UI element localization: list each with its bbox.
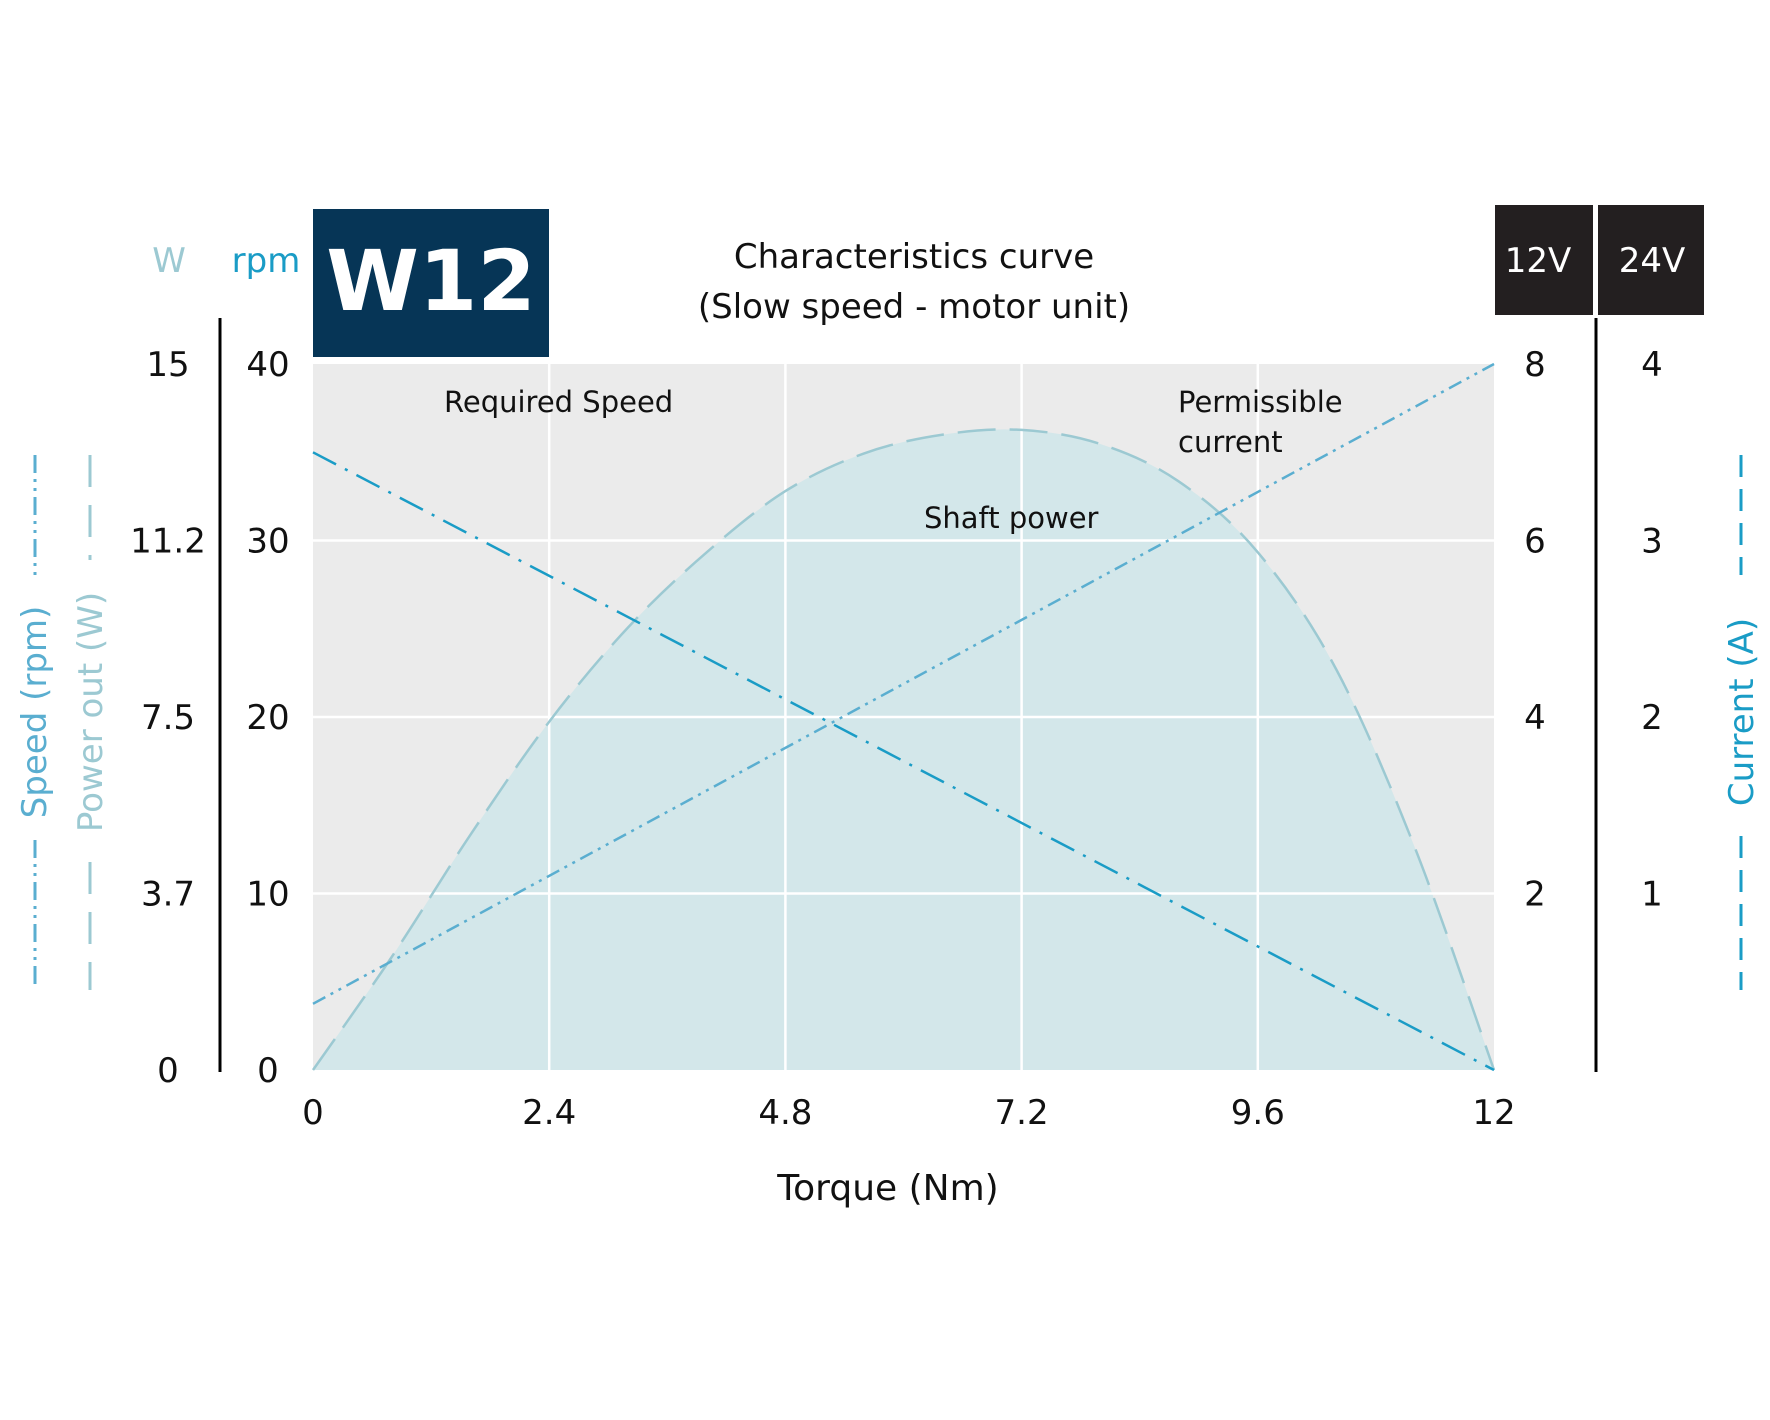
power-unit-label: W	[152, 241, 186, 281]
shaft-power-annotation: Shaft power	[924, 501, 1099, 535]
power-tick-label: 3.7	[141, 875, 195, 915]
chart-title-line1: Characteristics curve	[734, 237, 1094, 277]
voltage-24v-label: 24V	[1619, 241, 1686, 281]
power-tick-label: 0	[157, 1051, 179, 1091]
torque-tick-label: 4.8	[758, 1093, 812, 1133]
torque-tick-label: 9.6	[1231, 1093, 1285, 1133]
current-axis-title: Current (A)	[1722, 618, 1762, 806]
power-axis-title-group: Power out (W)	[71, 455, 111, 990]
speed-tick-label: 20	[246, 698, 289, 738]
voltage-12v-label: 12V	[1505, 241, 1572, 281]
current-24v-tick-label: 1	[1641, 875, 1663, 915]
current-24v-tick-label: 3	[1641, 522, 1663, 562]
torque-tick-label: 2.4	[522, 1093, 576, 1133]
model-badge	[313, 209, 549, 357]
torque-tick-label: 12	[1472, 1093, 1515, 1133]
model-badge-label: W12	[326, 232, 536, 330]
speed-tick-labels: 0 10 20 30 40	[246, 345, 289, 1091]
required-speed-annotation: Required Speed	[444, 385, 673, 419]
power-tick-labels: 0 3.7 7.5 11.2 15	[130, 345, 206, 1091]
speed-axis-title-group: Speed (rpm)	[15, 455, 55, 990]
torque-tick-label: 7.2	[995, 1093, 1049, 1133]
current-12v-tick-label: 8	[1524, 345, 1546, 385]
current-12v-tick-label: 6	[1524, 522, 1546, 562]
current-12v-tick-label: 2	[1524, 875, 1546, 915]
speed-tick-label: 10	[246, 875, 289, 915]
power-tick-label: 15	[146, 345, 189, 385]
shaft-power-line	[311, 428, 1496, 1071]
permissible-current-annotation-line1: Permissible	[1178, 385, 1343, 419]
voltage-24v-header	[1598, 205, 1704, 315]
speed-unit-label: rpm	[232, 241, 301, 281]
torque-tick-label: 0	[302, 1093, 324, 1133]
speed-tick-label: 0	[257, 1051, 279, 1091]
current-axis-title-group: Current (A)	[1722, 455, 1762, 990]
speed-tick-label: 30	[246, 522, 289, 562]
x-axis-label: Torque (Nm)	[776, 1168, 998, 1209]
current-24v-tick-label: 4	[1641, 345, 1663, 385]
current-12v-tick-label: 4	[1524, 698, 1546, 738]
current-24v-tick-label: 2	[1641, 698, 1663, 738]
current-24v-tick-labels: 1 2 3 4	[1641, 345, 1663, 915]
speed-tick-label: 40	[246, 345, 289, 385]
speed-axis-title: Speed (rpm)	[15, 606, 55, 819]
power-tick-label: 7.5	[141, 698, 195, 738]
voltage-12v-header	[1495, 205, 1593, 315]
permissible-current-annotation-line2: current	[1178, 425, 1283, 459]
power-tick-label: 11.2	[130, 522, 206, 562]
current-12v-tick-labels: 2 4 6 8	[1524, 345, 1546, 915]
power-axis-title: Power out (W)	[71, 592, 111, 832]
shaft-power-area	[313, 429, 1494, 1071]
torque-tick-labels: 0 2.4 4.8 7.2 9.6 12	[302, 1093, 1515, 1133]
grid-lines	[313, 364, 1494, 1070]
chart-title-line2: (Slow speed - motor unit)	[698, 287, 1130, 327]
